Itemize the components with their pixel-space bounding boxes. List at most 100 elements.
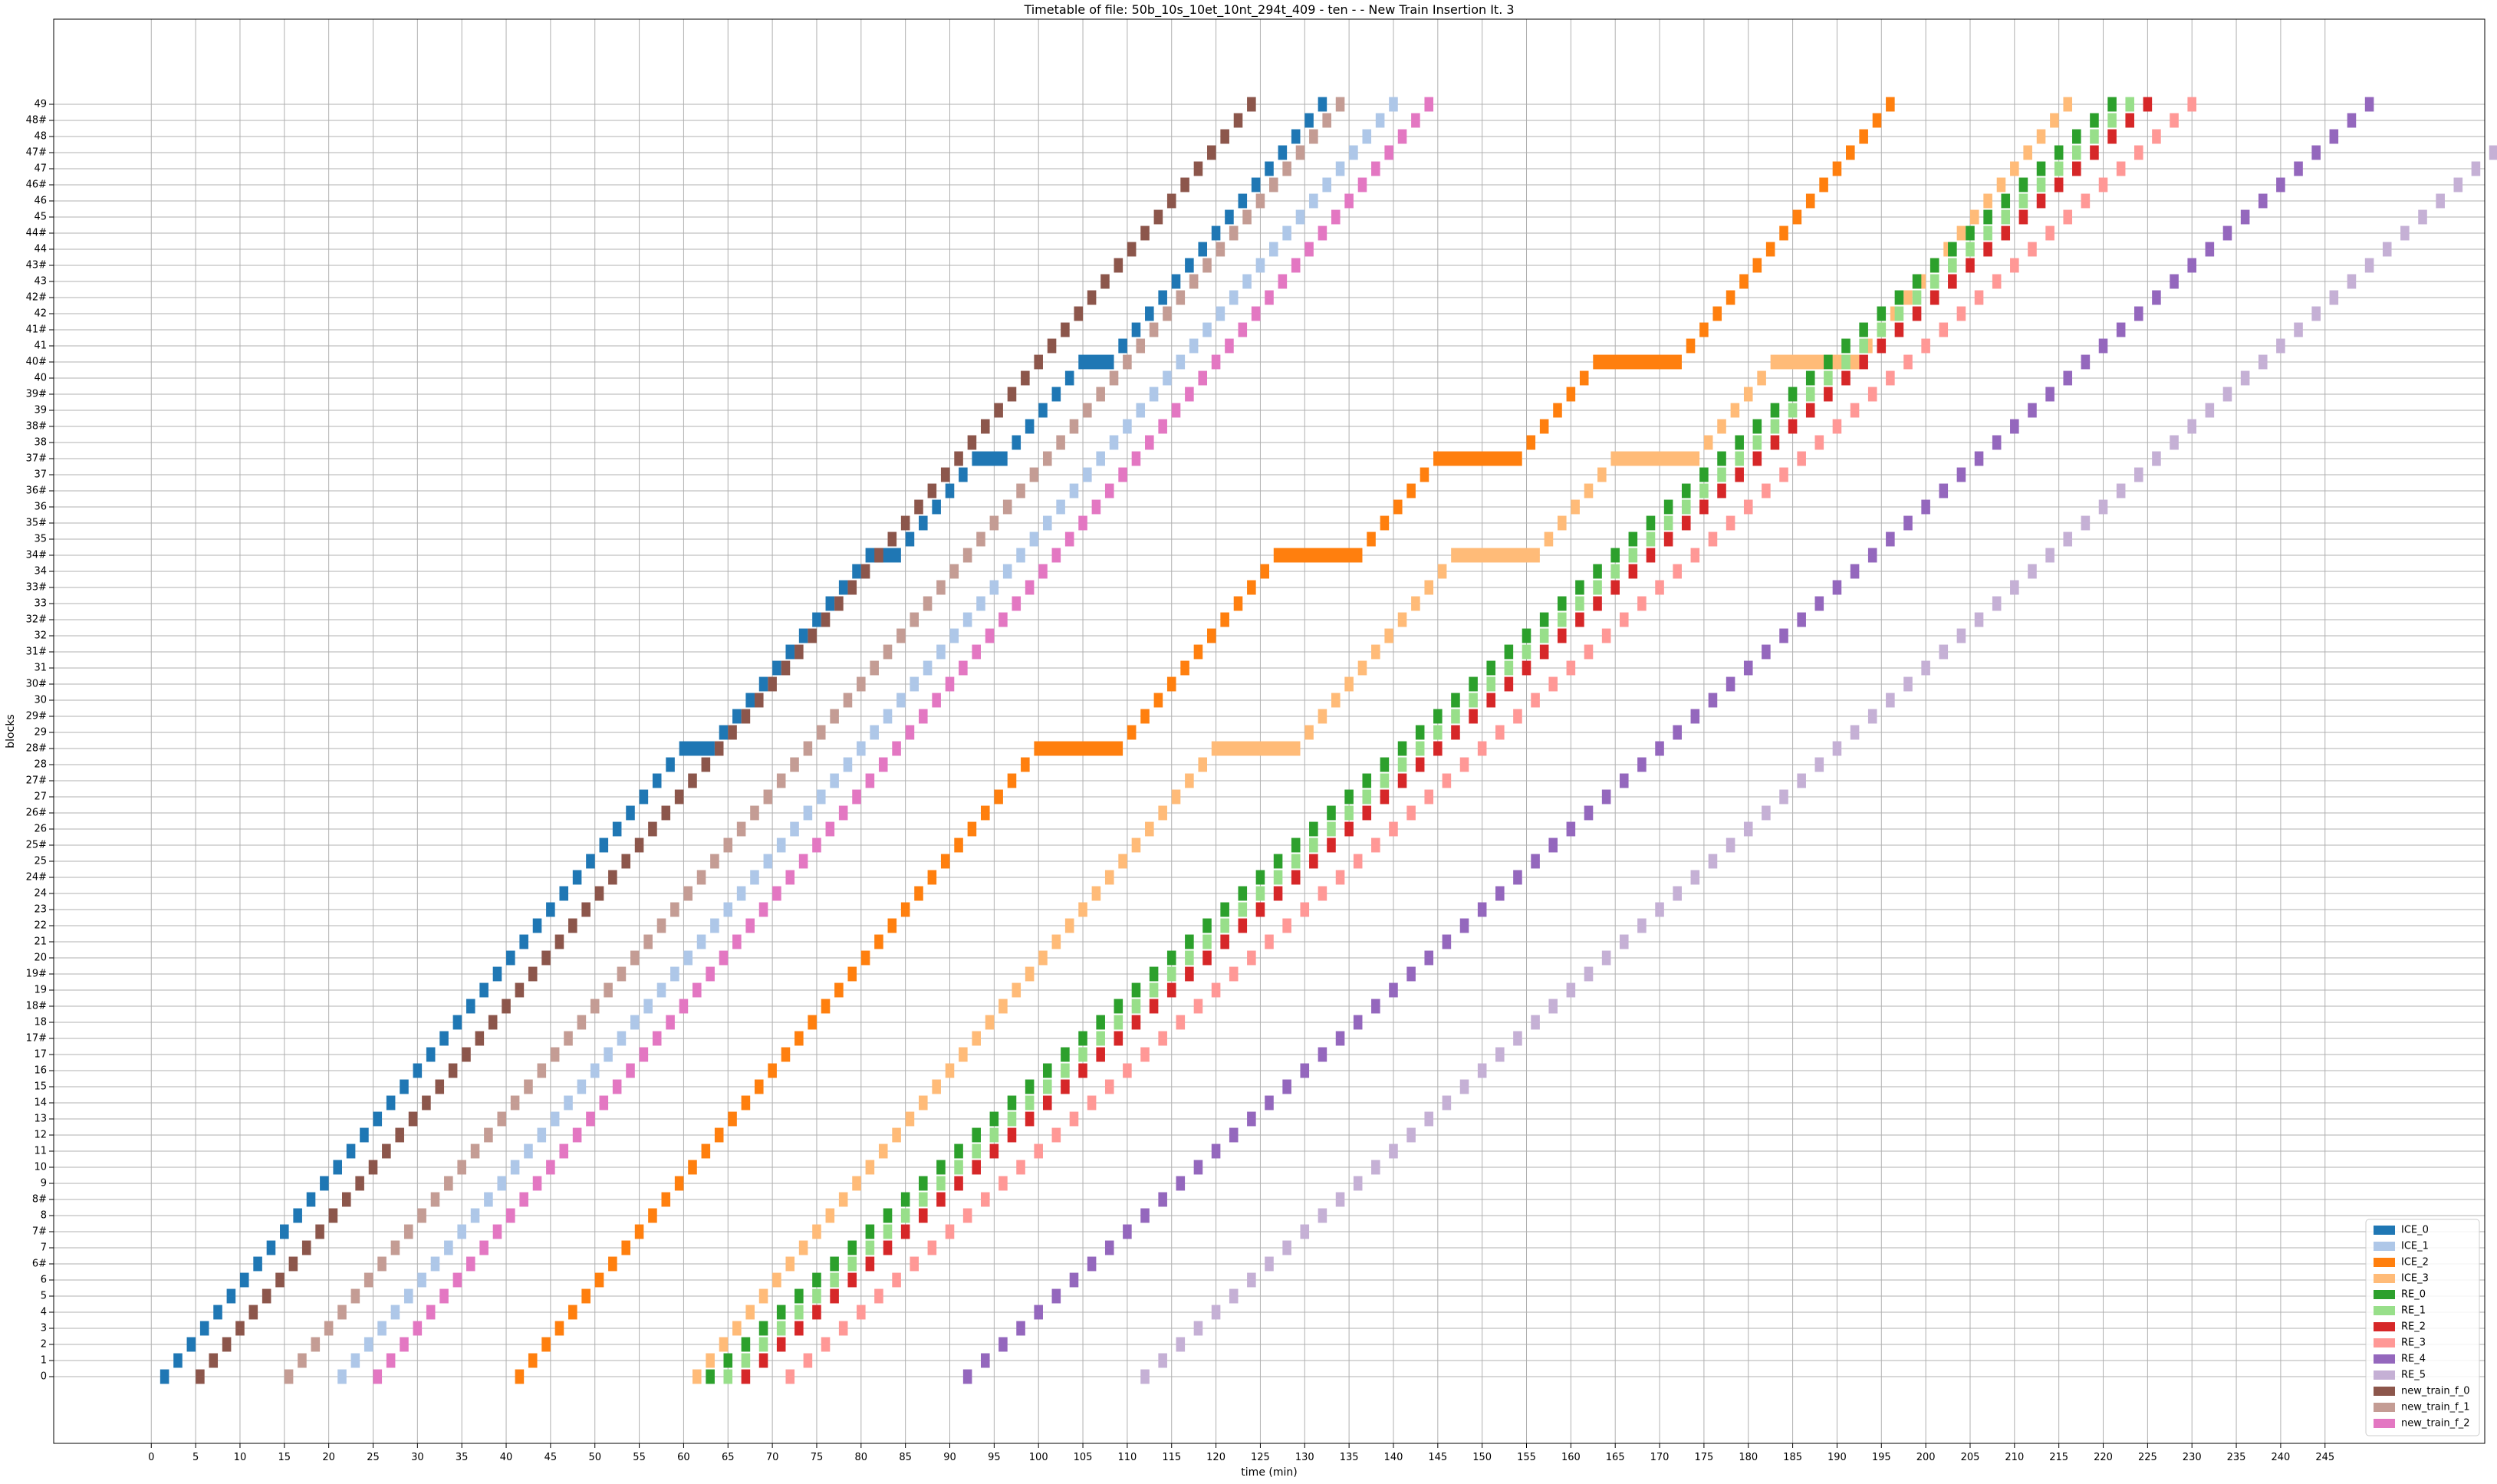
timetable-bar [652, 773, 662, 788]
y-tick-label: 17# [26, 1033, 47, 1045]
timetable-bar [1894, 306, 1904, 321]
timetable-bar [1131, 999, 1141, 1014]
timetable-bar [2125, 97, 2135, 112]
y-tick-label: 3 [41, 1323, 47, 1334]
timetable-bar [328, 1208, 338, 1223]
timetable-bar [785, 1369, 795, 1384]
timetable-bar [2090, 113, 2099, 128]
timetable-bar [368, 1160, 378, 1175]
timetable-bar [892, 1272, 901, 1288]
timetable-bar [1016, 1321, 1025, 1336]
timetable-bar [360, 1127, 369, 1143]
timetable-bar [1877, 338, 1887, 354]
timetable-bar [1814, 757, 1824, 772]
x-tick-label: 135 [1340, 1452, 1359, 1463]
timetable-bar [390, 1240, 400, 1255]
y-tick-label: 43 [34, 276, 47, 288]
timetable-bar [2329, 290, 2339, 305]
timetable-bar [1735, 435, 1744, 450]
timetable-bar [1185, 773, 1194, 788]
timetable-bar [1034, 354, 1043, 370]
timetable-bar [1522, 644, 1531, 660]
timetable-bar [1109, 435, 1119, 450]
timetable-bar [679, 741, 715, 756]
timetable-bar [1730, 403, 1740, 418]
timetable-bar [1726, 837, 1735, 853]
timetable-bar [1344, 193, 1354, 209]
timetable-bar [989, 580, 999, 595]
timetable-bar [1153, 693, 1163, 708]
timetable-bar [1051, 548, 1061, 563]
timetable-bar [1681, 483, 1691, 499]
timetable-bar [1038, 403, 1048, 418]
x-tick-label: 180 [1739, 1452, 1758, 1463]
timetable-bar [1824, 387, 1833, 402]
timetable-bar [1344, 789, 1354, 805]
timetable-bar [1123, 354, 1132, 370]
timetable-bar [1397, 773, 1407, 788]
timetable-bar [803, 805, 813, 821]
legend-entry: RE_3 [2401, 1338, 2426, 1349]
y-tick-label: 7# [32, 1226, 47, 1238]
timetable-bar [1269, 177, 1278, 192]
timetable-bar [599, 1095, 609, 1111]
timetable-bar [1198, 242, 1208, 257]
timetable-bar [1229, 290, 1239, 305]
timetable-bar [1903, 676, 1913, 692]
timetable-bar [1309, 193, 1318, 209]
timetable-bar [1238, 886, 1248, 901]
timetable-bar [1104, 870, 1114, 885]
x-axis-label: time (min) [1241, 1466, 1297, 1479]
timetable-bar [1544, 531, 1554, 547]
legend-entry: ICE_2 [2401, 1257, 2429, 1268]
timetable-bar [1690, 548, 1700, 563]
y-tick-label: 42 [34, 308, 47, 320]
timetable-bar [1610, 580, 1620, 595]
timetable-bar [2116, 161, 2126, 176]
timetable-bar [1673, 725, 1682, 740]
x-tick-label: 220 [2094, 1452, 2113, 1463]
timetable-bar [905, 1111, 915, 1127]
timetable-bar [346, 1143, 356, 1159]
x-tick-label: 85 [899, 1452, 912, 1463]
timetable-bar [980, 1353, 990, 1368]
timetable-bar [568, 918, 577, 933]
timetable-bar [1966, 242, 1975, 257]
timetable-bar [1752, 435, 1762, 450]
timetable-bar [1610, 548, 1620, 563]
timetable-bar [2170, 435, 2179, 450]
y-tick-label: 37# [26, 453, 47, 465]
timetable-bar [1451, 548, 1540, 563]
timetable-bar [914, 886, 923, 901]
timetable-bar [239, 1272, 249, 1288]
timetable-bar [798, 854, 808, 869]
timetable-bar [1362, 773, 1372, 788]
timetable-bar [790, 821, 799, 837]
timetable-bar [714, 1127, 724, 1143]
timetable-bar [550, 1047, 560, 1062]
timetable-bar [1699, 467, 1709, 482]
timetable-bar [887, 918, 897, 933]
timetable-bar [927, 870, 937, 885]
timetable-bar [1131, 982, 1141, 998]
timetable-bar [1158, 1192, 1167, 1207]
timetable-bar [1255, 870, 1265, 885]
timetable-bar [940, 854, 950, 869]
timetable-bar [954, 451, 963, 466]
timetable-bar [1114, 1031, 1123, 1046]
timetable-bar [1220, 902, 1229, 917]
x-tick-label: 130 [1295, 1452, 1314, 1463]
timetable-bar [1247, 1111, 1256, 1127]
timetable-bar [1912, 290, 1922, 305]
timetable-bar [324, 1321, 334, 1336]
y-tick-label: 39# [26, 389, 47, 400]
timetable-bar [1140, 1369, 1150, 1384]
timetable-bar [1655, 580, 1664, 595]
legend-entry: ICE_0 [2401, 1225, 2429, 1236]
timetable-bar [1078, 1031, 1087, 1046]
timetable-bar [1956, 306, 1966, 321]
timetable-bar [883, 1224, 893, 1239]
timetable-bar [1717, 419, 1726, 434]
y-tick-label: 4 [41, 1307, 47, 1318]
timetable-bar [1185, 950, 1194, 966]
